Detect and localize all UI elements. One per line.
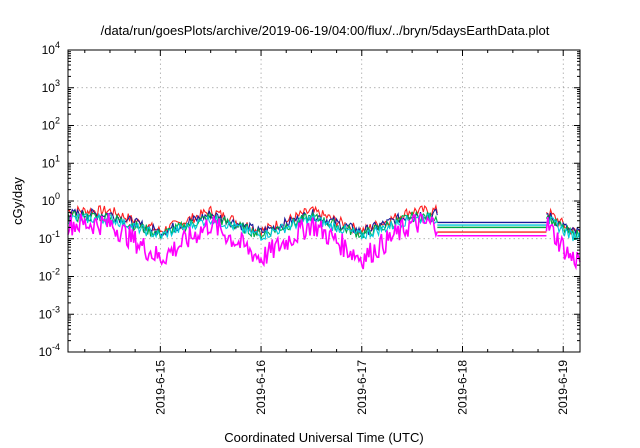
y-tick-label: 104 — [42, 40, 60, 57]
y-axis-label: cGy/day — [10, 177, 25, 225]
y-tick-label: 101 — [42, 153, 60, 170]
x-tick-label: 2019-6-17 — [355, 360, 369, 415]
x-tick-label: 2019-6-18 — [455, 360, 469, 415]
y-tick-label: 103 — [42, 78, 60, 95]
series-line — [67, 207, 438, 239]
grid — [68, 50, 580, 352]
series-line — [67, 210, 438, 241]
series-5 — [67, 212, 581, 271]
chart-title: /data/run/goesPlots/archive/2019-06-19/0… — [101, 23, 550, 38]
y-tick-label: 10-1 — [39, 229, 60, 246]
axis-ticks: 10-4 10-3 10-2 10-1 100 101 102 103 104 2019-6-15… — [39, 40, 580, 415]
y-tick-label: 10-3 — [39, 304, 60, 321]
series-line — [67, 212, 439, 270]
series-line — [546, 216, 581, 242]
x-axis-label: Coordinated Universal Time (UTC) — [224, 430, 423, 445]
y-tick-label: 10-2 — [39, 267, 60, 284]
x-tick-label: 2019-6-16 — [254, 360, 268, 415]
series-line — [545, 217, 581, 271]
x-tick-label: 2019-6-19 — [556, 360, 570, 415]
data-series — [67, 203, 581, 271]
x-tick-label: 2019-6-15 — [153, 360, 167, 415]
y-tick-label: 10-4 — [39, 342, 60, 359]
y-tick-label: 100 — [42, 191, 60, 208]
y-tick-label: 102 — [42, 116, 60, 133]
